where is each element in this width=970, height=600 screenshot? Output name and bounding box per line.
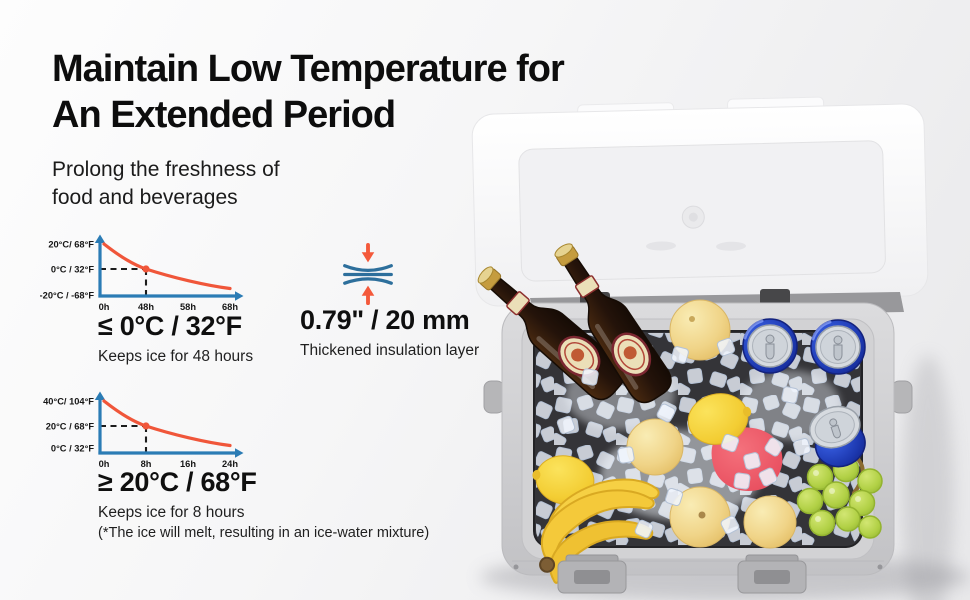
lid-indent: [645, 241, 676, 251]
soda-cans: [741, 317, 867, 468]
page-title-line-1: Maintain Low Temperature for: [52, 48, 565, 90]
x-axis: [98, 291, 244, 301]
cooler-lid: [471, 96, 929, 307]
side-handle-right: [891, 380, 913, 414]
cold-threshold-caption: Keeps ice for 48 hours: [98, 348, 254, 366]
insulation-caption: Thickened insulation layer: [300, 342, 480, 360]
page-subtitle: Prolong the freshness of food and bevera…: [52, 156, 564, 212]
front-latch-left: [557, 554, 627, 594]
insulation-value: 0.79" / 20 mm: [300, 305, 470, 335]
side-handle-left: [483, 380, 505, 414]
insulation-layers: [343, 264, 393, 285]
feature-cold: ≤ 0°C / 32°F Keeps ice for 48 hours: [98, 311, 253, 366]
headline-block: Maintain Low Temperature for An Extended…: [52, 46, 565, 212]
x-tick-label: 68h: [222, 302, 238, 312]
dashed-guides: [100, 424, 148, 452]
lid-indent: [716, 241, 747, 251]
y-tick-label: 0°C / 32°F: [51, 265, 94, 275]
x-tick-label: 8h: [141, 459, 152, 469]
x-tick-label: 24h: [222, 459, 238, 469]
curve-marker: [142, 422, 150, 430]
grape-cluster: [796, 455, 883, 539]
page-title-line-2: An Extended Period: [52, 94, 396, 137]
chart-ice-8h: 40°C/ 104°F 20°C / 68°F 0°C / 32°F 0h 8h…: [40, 389, 250, 474]
page-subtitle-line-2: food and beverages: [52, 185, 238, 209]
compress-arrows: [361, 243, 375, 305]
pear-3: [669, 486, 731, 548]
page-title: Maintain Low Temperature for An Extended…: [52, 46, 565, 139]
feature-insulation: 0.79" / 20 mm Thickened insulation layer: [300, 243, 490, 360]
page-subtitle-line-1: Prolong the freshness of: [52, 157, 280, 181]
insulation-compress-icon: [336, 243, 400, 305]
x-tick-label: 0h: [99, 302, 110, 312]
x-tick-label: 16h: [180, 459, 196, 469]
y-tick-label: 0°C / 32°F: [51, 444, 94, 454]
y-tick-label: 20°C/ 68°F: [48, 240, 94, 250]
chart-ice-48h: 20°C/ 68°F 0°C / 32°F -20°C / -68°F 0h 4…: [40, 232, 250, 317]
y-tick-label: -20°C / -68°F: [40, 291, 94, 301]
front-latch-right: [737, 554, 807, 594]
curve-marker: [142, 265, 150, 273]
soda-can-2: [809, 318, 867, 376]
y-axis: [94, 234, 106, 298]
warm-threshold-caption: Keeps ice for 8 hours: [98, 504, 245, 522]
pear-1: [669, 299, 731, 361]
soda-can-1: [741, 317, 799, 375]
chart-ice-48h-svg: 20°C/ 68°F 0°C / 32°F -20°C / -68°F 0h 4…: [40, 234, 244, 312]
temperature-curve: [102, 399, 232, 448]
warm-threshold-note: (*The ice will melt, resulting in an ice…: [98, 525, 430, 542]
soda-can-3: [808, 405, 866, 468]
cold-threshold-value: ≤ 0°C / 32°F: [98, 311, 242, 341]
lid-emblem: [681, 205, 705, 229]
pear-2: [626, 418, 684, 476]
x-tick-label: 48h: [138, 302, 154, 312]
x-tick-label: 0h: [99, 459, 110, 469]
cooler-side-shadow: [902, 355, 954, 600]
pear-4: [743, 495, 797, 549]
warm-threshold-value: ≥ 20°C / 68°F: [98, 467, 257, 497]
dashed-guides: [100, 267, 148, 295]
feature-warm: ≥ 20°C / 68°F Keeps ice for 8 hours (*Th…: [98, 467, 429, 543]
chart-ice-8h-svg: 40°C/ 104°F 20°C / 68°F 0°C / 32°F 0h 8h…: [43, 391, 244, 469]
y-tick-label: 20°C / 68°F: [46, 422, 95, 432]
temperature-curve: [102, 242, 232, 291]
x-axis: [98, 448, 244, 458]
x-tick-label: 58h: [180, 302, 196, 312]
y-axis: [94, 391, 106, 455]
y-tick-label: 40°C/ 104°F: [43, 397, 94, 407]
cooler-photo: [430, 95, 970, 600]
